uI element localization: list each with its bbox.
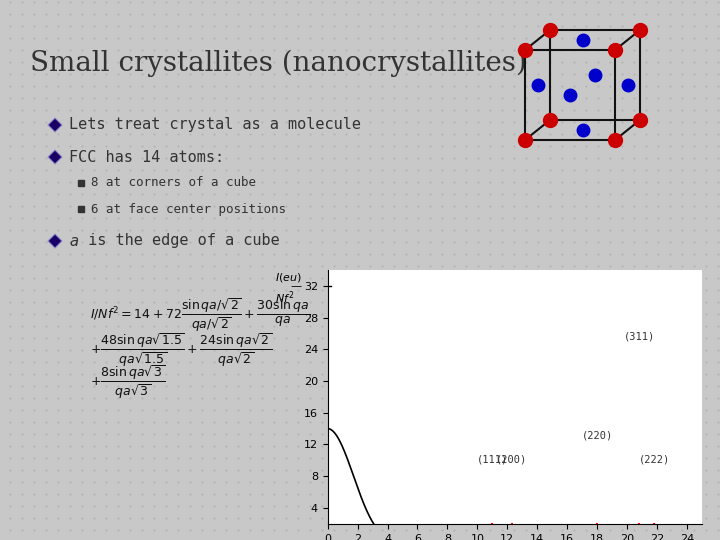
Text: Lets treat crystal as a molecule: Lets treat crystal as a molecule — [69, 118, 361, 132]
Text: $I/N = \sum_m \sum_n f_m f_n \dfrac{\sin q r_{mn}}{q r_{mn}} + R$: $I/N = \sum_m \sum_n f_m f_n \dfrac{\sin… — [395, 335, 581, 375]
Text: FCC has 14 atoms:: FCC has 14 atoms: — [69, 150, 224, 165]
Text: (111): (111) — [477, 454, 508, 464]
Polygon shape — [48, 150, 62, 164]
Text: —: — — [290, 281, 301, 291]
Text: (200): (200) — [496, 454, 528, 464]
Text: (311): (311) — [624, 332, 654, 341]
Text: 8 at corners of a cube: 8 at corners of a cube — [91, 177, 256, 190]
Text: $+ \dfrac{48\sin qa\sqrt{1.5}}{qa\sqrt{1.5}} + \dfrac{24\sin qa\sqrt{2}}{qa\sqrt: $+ \dfrac{48\sin qa\sqrt{1.5}}{qa\sqrt{1… — [90, 332, 272, 369]
Text: 6 at face center positions: 6 at face center positions — [91, 202, 286, 215]
Text: (222): (222) — [639, 454, 670, 464]
Text: is the edge of a cube: is the edge of a cube — [79, 233, 280, 248]
Text: Small crystallites (nanocrystallites): Small crystallites (nanocrystallites) — [30, 50, 527, 77]
Text: $+ \dfrac{8\sin qa\sqrt{3}}{qa\sqrt{3}}$: $+ \dfrac{8\sin qa\sqrt{3}}{qa\sqrt{3}}$ — [90, 363, 165, 401]
Text: $Nf^2$: $Nf^2$ — [275, 289, 294, 306]
Text: a: a — [69, 233, 78, 248]
Text: $I / Nf^2 = 14 + 72\dfrac{\sin qa/\sqrt{2}}{qa/\sqrt{2}} + \dfrac{30\sin qa}{qa}: $I / Nf^2 = 14 + 72\dfrac{\sin qa/\sqrt{… — [90, 296, 310, 334]
Polygon shape — [48, 234, 62, 248]
Text: $I(eu)$: $I(eu)$ — [275, 272, 302, 285]
Polygon shape — [48, 118, 62, 132]
Text: (220): (220) — [582, 430, 613, 441]
